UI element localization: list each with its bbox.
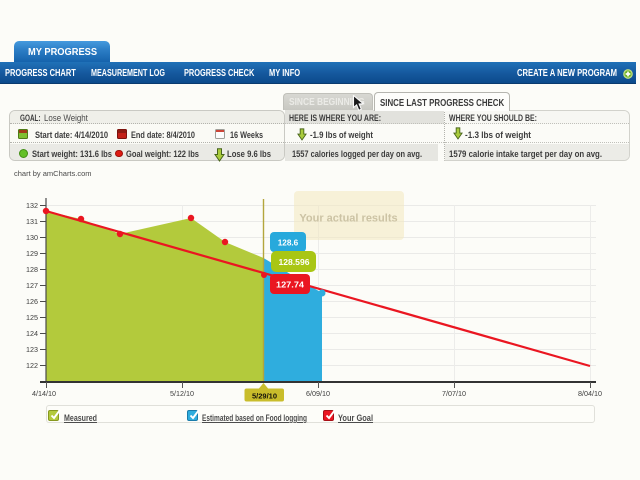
svg-text:127.74: 127.74 <box>276 280 304 290</box>
svg-text:130: 130 <box>26 233 38 242</box>
svg-text:128.6: 128.6 <box>278 238 299 248</box>
svg-text:5/29/10: 5/29/10 <box>252 392 277 401</box>
svg-text:128: 128 <box>26 265 38 274</box>
svg-text:125: 125 <box>26 313 38 322</box>
svg-text:123: 123 <box>26 345 38 354</box>
svg-text:128.596: 128.596 <box>279 257 310 267</box>
svg-text:4/14/10: 4/14/10 <box>32 389 56 398</box>
svg-text:132: 132 <box>26 201 38 210</box>
svg-text:124: 124 <box>26 329 38 338</box>
svg-text:122: 122 <box>26 361 38 370</box>
svg-text:6/09/10: 6/09/10 <box>306 389 330 398</box>
svg-text:Your actual results: Your actual results <box>299 213 397 225</box>
svg-text:8/04/10: 8/04/10 <box>578 389 602 398</box>
svg-text:129: 129 <box>26 249 38 258</box>
svg-text:127: 127 <box>26 281 38 290</box>
svg-text:126: 126 <box>26 297 38 306</box>
svg-text:7/07/10: 7/07/10 <box>442 389 466 398</box>
svg-text:5/12/10: 5/12/10 <box>170 389 194 398</box>
svg-text:131: 131 <box>26 217 38 226</box>
